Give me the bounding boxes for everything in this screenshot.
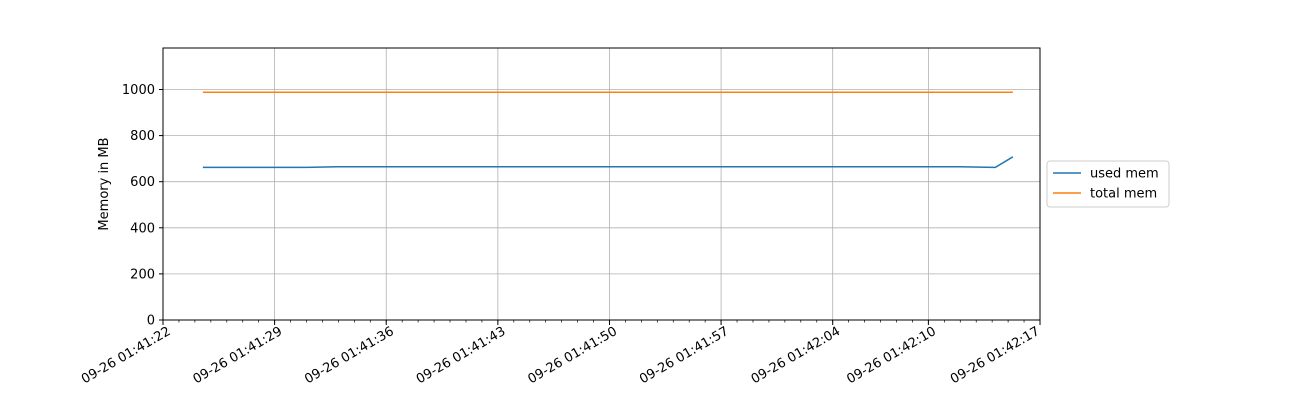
series-line-used-mem bbox=[202, 156, 1014, 169]
x-tick-label: 09-26 01:41:29 bbox=[191, 324, 285, 387]
x-tick-label: 09-26 01:42:04 bbox=[749, 324, 843, 387]
x-tick-label-left-edge: 09-26 01:41:22 bbox=[79, 324, 173, 387]
y-tick-label: 400 bbox=[130, 221, 155, 236]
legend: used mem total mem bbox=[1046, 160, 1170, 208]
y-tick-label: 800 bbox=[130, 129, 155, 144]
series-lines bbox=[202, 91, 1014, 169]
y-tick-label: 600 bbox=[130, 175, 155, 190]
x-tick-label: 09-26 01:42:10 bbox=[844, 324, 938, 387]
y-tick-label: 1000 bbox=[122, 83, 155, 98]
legend-label: used mem bbox=[1090, 167, 1159, 182]
y-axis-label: Memory in MB bbox=[97, 137, 112, 230]
x-axis: 09-26 01:41:29 09-26 01:41:36 09-26 01:41:… bbox=[79, 320, 1042, 387]
legend-label: total mem bbox=[1090, 187, 1157, 202]
y-tick-label: 200 bbox=[130, 267, 155, 282]
x-tick-label: 09-26 01:41:57 bbox=[637, 324, 731, 387]
grid-lines bbox=[163, 48, 1040, 321]
x-tick-label: 09-26 01:41:50 bbox=[526, 324, 620, 387]
y-tick-label: 0 bbox=[147, 314, 155, 329]
x-tick-label: 09-26 01:41:36 bbox=[302, 324, 396, 387]
x-tick-label-right-edge: 09-26 01:42:17 bbox=[948, 324, 1042, 387]
x-tick-label: 09-26 01:41:43 bbox=[414, 324, 508, 387]
plot-frame bbox=[162, 47, 1041, 321]
y-axis: 0 200 400 600 800 1000 bbox=[122, 83, 163, 329]
